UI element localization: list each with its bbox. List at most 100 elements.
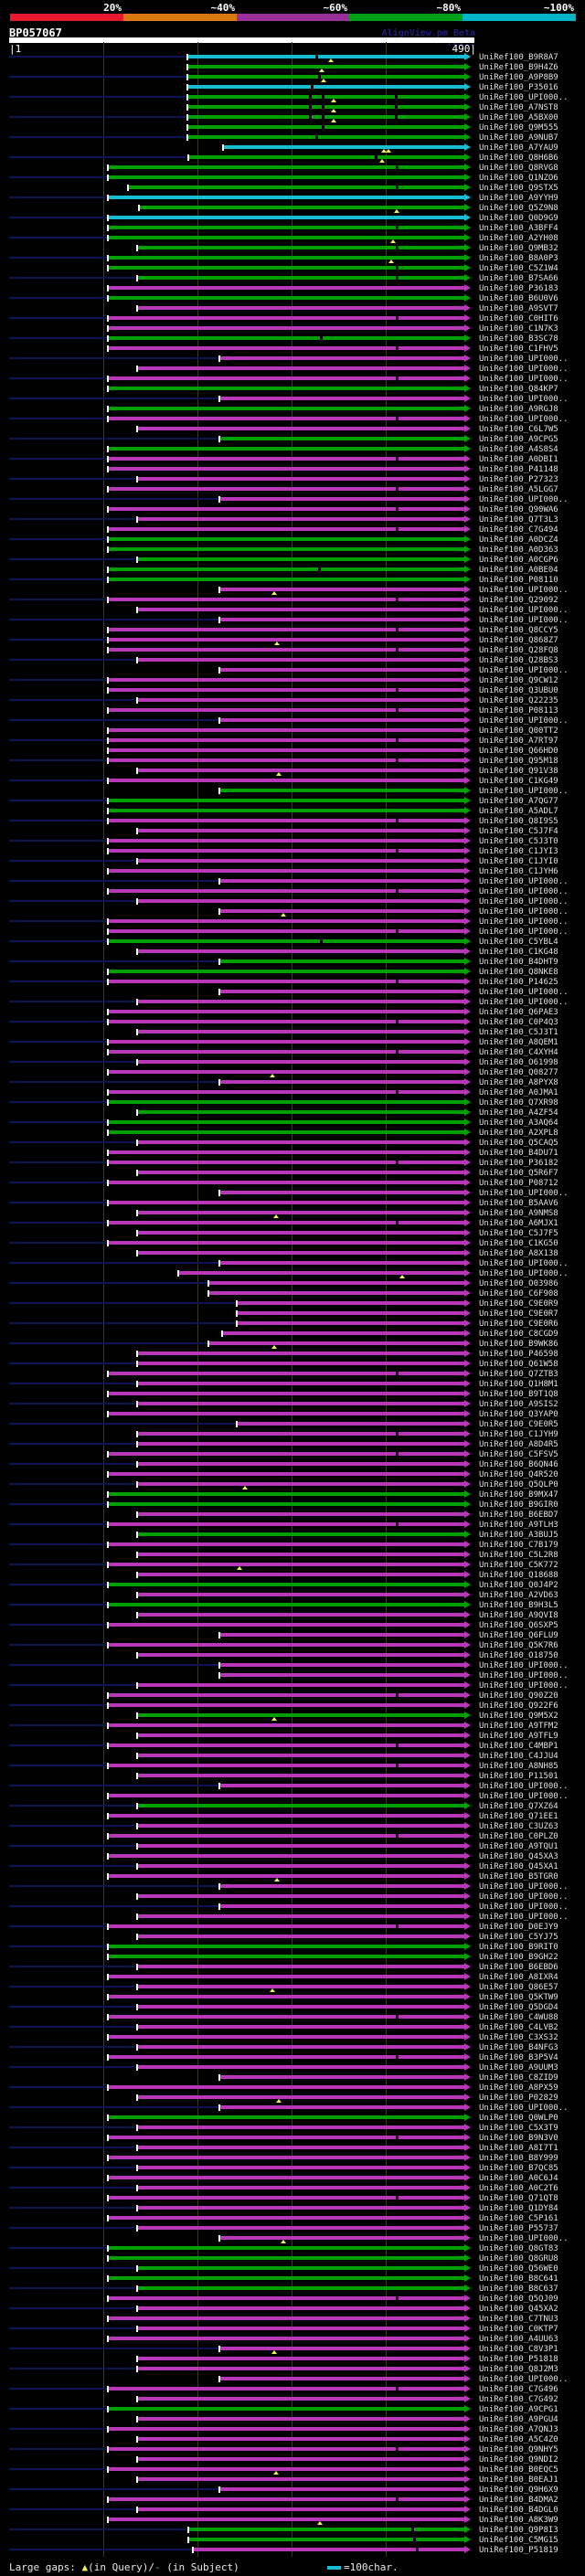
hit-bar[interactable]	[108, 1623, 464, 1627]
hit-label[interactable]: UniRef100_C7G494	[479, 525, 558, 535]
hit-bar[interactable]	[108, 688, 464, 692]
hit-label[interactable]: UniRef100_Q9H6X9	[479, 2486, 558, 2495]
hit-bar[interactable]	[219, 2105, 464, 2109]
hit-label[interactable]: UniRef100_C7G492	[479, 2395, 558, 2404]
hit-bar[interactable]	[219, 588, 464, 591]
hit-label[interactable]: UniRef100_UPI000..	[479, 375, 569, 384]
hit-bar[interactable]	[137, 1352, 464, 1355]
hit-label[interactable]: UniRef100_C9E0R5	[479, 1420, 558, 1429]
hit-label[interactable]: UniRef100_UPI000..	[479, 1661, 569, 1670]
hit-bar[interactable]	[219, 2236, 464, 2240]
hit-label[interactable]: UniRef100_Q5KTW9	[479, 1993, 558, 2002]
hit-label[interactable]: UniRef100_C5YJ75	[479, 1933, 558, 1942]
hit-bar[interactable]	[108, 1563, 464, 1566]
hit-bar[interactable]	[237, 1301, 464, 1305]
hit-label[interactable]: UniRef100_C5L2R8	[479, 1551, 558, 1560]
hit-bar[interactable]	[108, 447, 464, 451]
hit-bar[interactable]	[108, 296, 464, 300]
hit-label[interactable]: UniRef100_A7YAU9	[479, 143, 558, 153]
hit-label[interactable]: UniRef100_A0D363	[479, 546, 558, 555]
hit-label[interactable]: UniRef100_C6F908	[479, 1289, 558, 1299]
hit-label[interactable]: UniRef100_A8NH85	[479, 1762, 558, 1771]
hit-label[interactable]: UniRef100_A9CPG5	[479, 435, 558, 444]
hit-bar[interactable]	[108, 2296, 464, 2300]
hit-label[interactable]: UniRef100_Q91V38	[479, 767, 558, 776]
hit-bar[interactable]	[137, 2065, 464, 2069]
hit-bar[interactable]	[137, 2397, 464, 2401]
hit-label[interactable]: UniRef100_C6L7W5	[479, 425, 558, 434]
hit-bar[interactable]	[187, 105, 464, 109]
hit-bar[interactable]	[108, 316, 464, 320]
hit-label[interactable]: UniRef100_C7TNU3	[479, 2315, 558, 2324]
hit-label[interactable]: UniRef100_UPI000..	[479, 355, 569, 364]
hit-label[interactable]: UniRef100_C4MBP1	[479, 1742, 558, 1751]
hit-label[interactable]: UniRef100_P36182	[479, 1159, 558, 1168]
hit-bar[interactable]	[108, 1744, 464, 1747]
hit-bar[interactable]	[108, 1492, 464, 1496]
hit-label[interactable]: UniRef100_Q90Z20	[479, 1691, 558, 1701]
hit-label[interactable]: UniRef100_B9GIR0	[479, 1500, 558, 1510]
hit-label[interactable]: UniRef100_A9TLH3	[479, 1521, 558, 1530]
hit-bar[interactable]	[137, 658, 464, 662]
hit-label[interactable]: UniRef100_UPI000..	[479, 2104, 569, 2113]
hit-bar[interactable]	[139, 206, 464, 209]
hit-label[interactable]: UniRef100_B8C641	[479, 2274, 558, 2284]
hit-label[interactable]: UniRef100_B9H4Z6	[479, 63, 558, 72]
hit-label[interactable]: UniRef100_Q1DY84	[479, 2204, 558, 2213]
hit-bar[interactable]	[108, 1221, 464, 1224]
hit-label[interactable]: UniRef100_Q66HD0	[479, 747, 558, 756]
hit-bar[interactable]	[108, 799, 464, 802]
hit-bar[interactable]	[108, 376, 464, 380]
hit-label[interactable]: UniRef100_B9GH22	[479, 1953, 558, 1962]
hit-label[interactable]: UniRef100_A9RGJ8	[479, 405, 558, 414]
hit-bar[interactable]	[108, 1945, 464, 1948]
hit-label[interactable]: UniRef100_Q84KP7	[479, 385, 558, 394]
hit-label[interactable]: UniRef100_Q86E57	[479, 1983, 558, 1992]
hit-label[interactable]: UniRef100_C9E0R6	[479, 1320, 558, 1329]
hit-label[interactable]: UniRef100_B6QN46	[479, 1460, 558, 1469]
hit-bar[interactable]	[137, 1140, 464, 1144]
hit-bar[interactable]	[137, 1432, 464, 1436]
hit-bar[interactable]	[237, 1321, 464, 1325]
hit-bar[interactable]	[137, 1553, 464, 1556]
hit-label[interactable]: UniRef100_Q5K7R6	[479, 1641, 558, 1650]
hit-bar[interactable]	[137, 1462, 464, 1466]
hit-label[interactable]: UniRef100_A0JMA1	[479, 1088, 558, 1097]
hit-label[interactable]: UniRef100_B7SA66	[479, 274, 558, 283]
hit-bar[interactable]	[108, 1372, 464, 1375]
hit-bar[interactable]	[108, 1583, 464, 1586]
hit-label[interactable]: UniRef100_Q00TT2	[479, 726, 558, 736]
hit-bar[interactable]	[108, 1693, 464, 1697]
hit-label[interactable]: UniRef100_B0EAJ1	[479, 2475, 558, 2485]
hit-label[interactable]: UniRef100_B0EQC5	[479, 2465, 558, 2475]
hit-bar[interactable]	[137, 2357, 464, 2360]
hit-label[interactable]: UniRef100_C5K772	[479, 1561, 558, 1570]
hit-bar[interactable]	[219, 437, 464, 440]
hit-label[interactable]: UniRef100_Q45XA2	[479, 2305, 558, 2314]
hit-bar[interactable]	[108, 758, 464, 762]
hit-label[interactable]: UniRef100_UPI000..	[479, 1913, 569, 1922]
hit-bar[interactable]	[237, 1422, 464, 1426]
hit-label[interactable]: UniRef100_C0P4Q3	[479, 1018, 558, 1027]
hit-bar[interactable]	[219, 1784, 464, 1787]
hit-label[interactable]: UniRef100_C1JYI3	[479, 847, 558, 856]
hit-bar[interactable]	[108, 2447, 464, 2451]
hit-label[interactable]: UniRef100_Q3UBU0	[479, 686, 558, 695]
hit-label[interactable]: UniRef100_A0CGP6	[479, 556, 558, 565]
hit-bar[interactable]	[137, 2146, 464, 2149]
hit-bar[interactable]	[137, 2166, 464, 2169]
hit-bar[interactable]	[137, 2507, 464, 2511]
hit-bar[interactable]	[108, 2196, 464, 2200]
hit-bar[interactable]	[208, 1341, 464, 1345]
hit-bar[interactable]	[137, 2025, 464, 2029]
hit-label[interactable]: UniRef100_A9QVI8	[479, 1611, 558, 1620]
hit-label[interactable]: UniRef100_Q9MB32	[479, 244, 558, 253]
hit-label[interactable]: UniRef100_Q7ZTB3	[479, 1370, 558, 1379]
hit-label[interactable]: UniRef100_Q18688	[479, 1571, 558, 1580]
hit-bar[interactable]	[108, 1542, 464, 1546]
hit-bar[interactable]	[187, 65, 464, 69]
hit-bar[interactable]	[219, 990, 464, 993]
hit-label[interactable]: UniRef100_Q8I9S5	[479, 817, 558, 826]
hit-bar[interactable]	[137, 1935, 464, 1938]
hit-label[interactable]: UniRef100_Q5R6F7	[479, 1169, 558, 1178]
